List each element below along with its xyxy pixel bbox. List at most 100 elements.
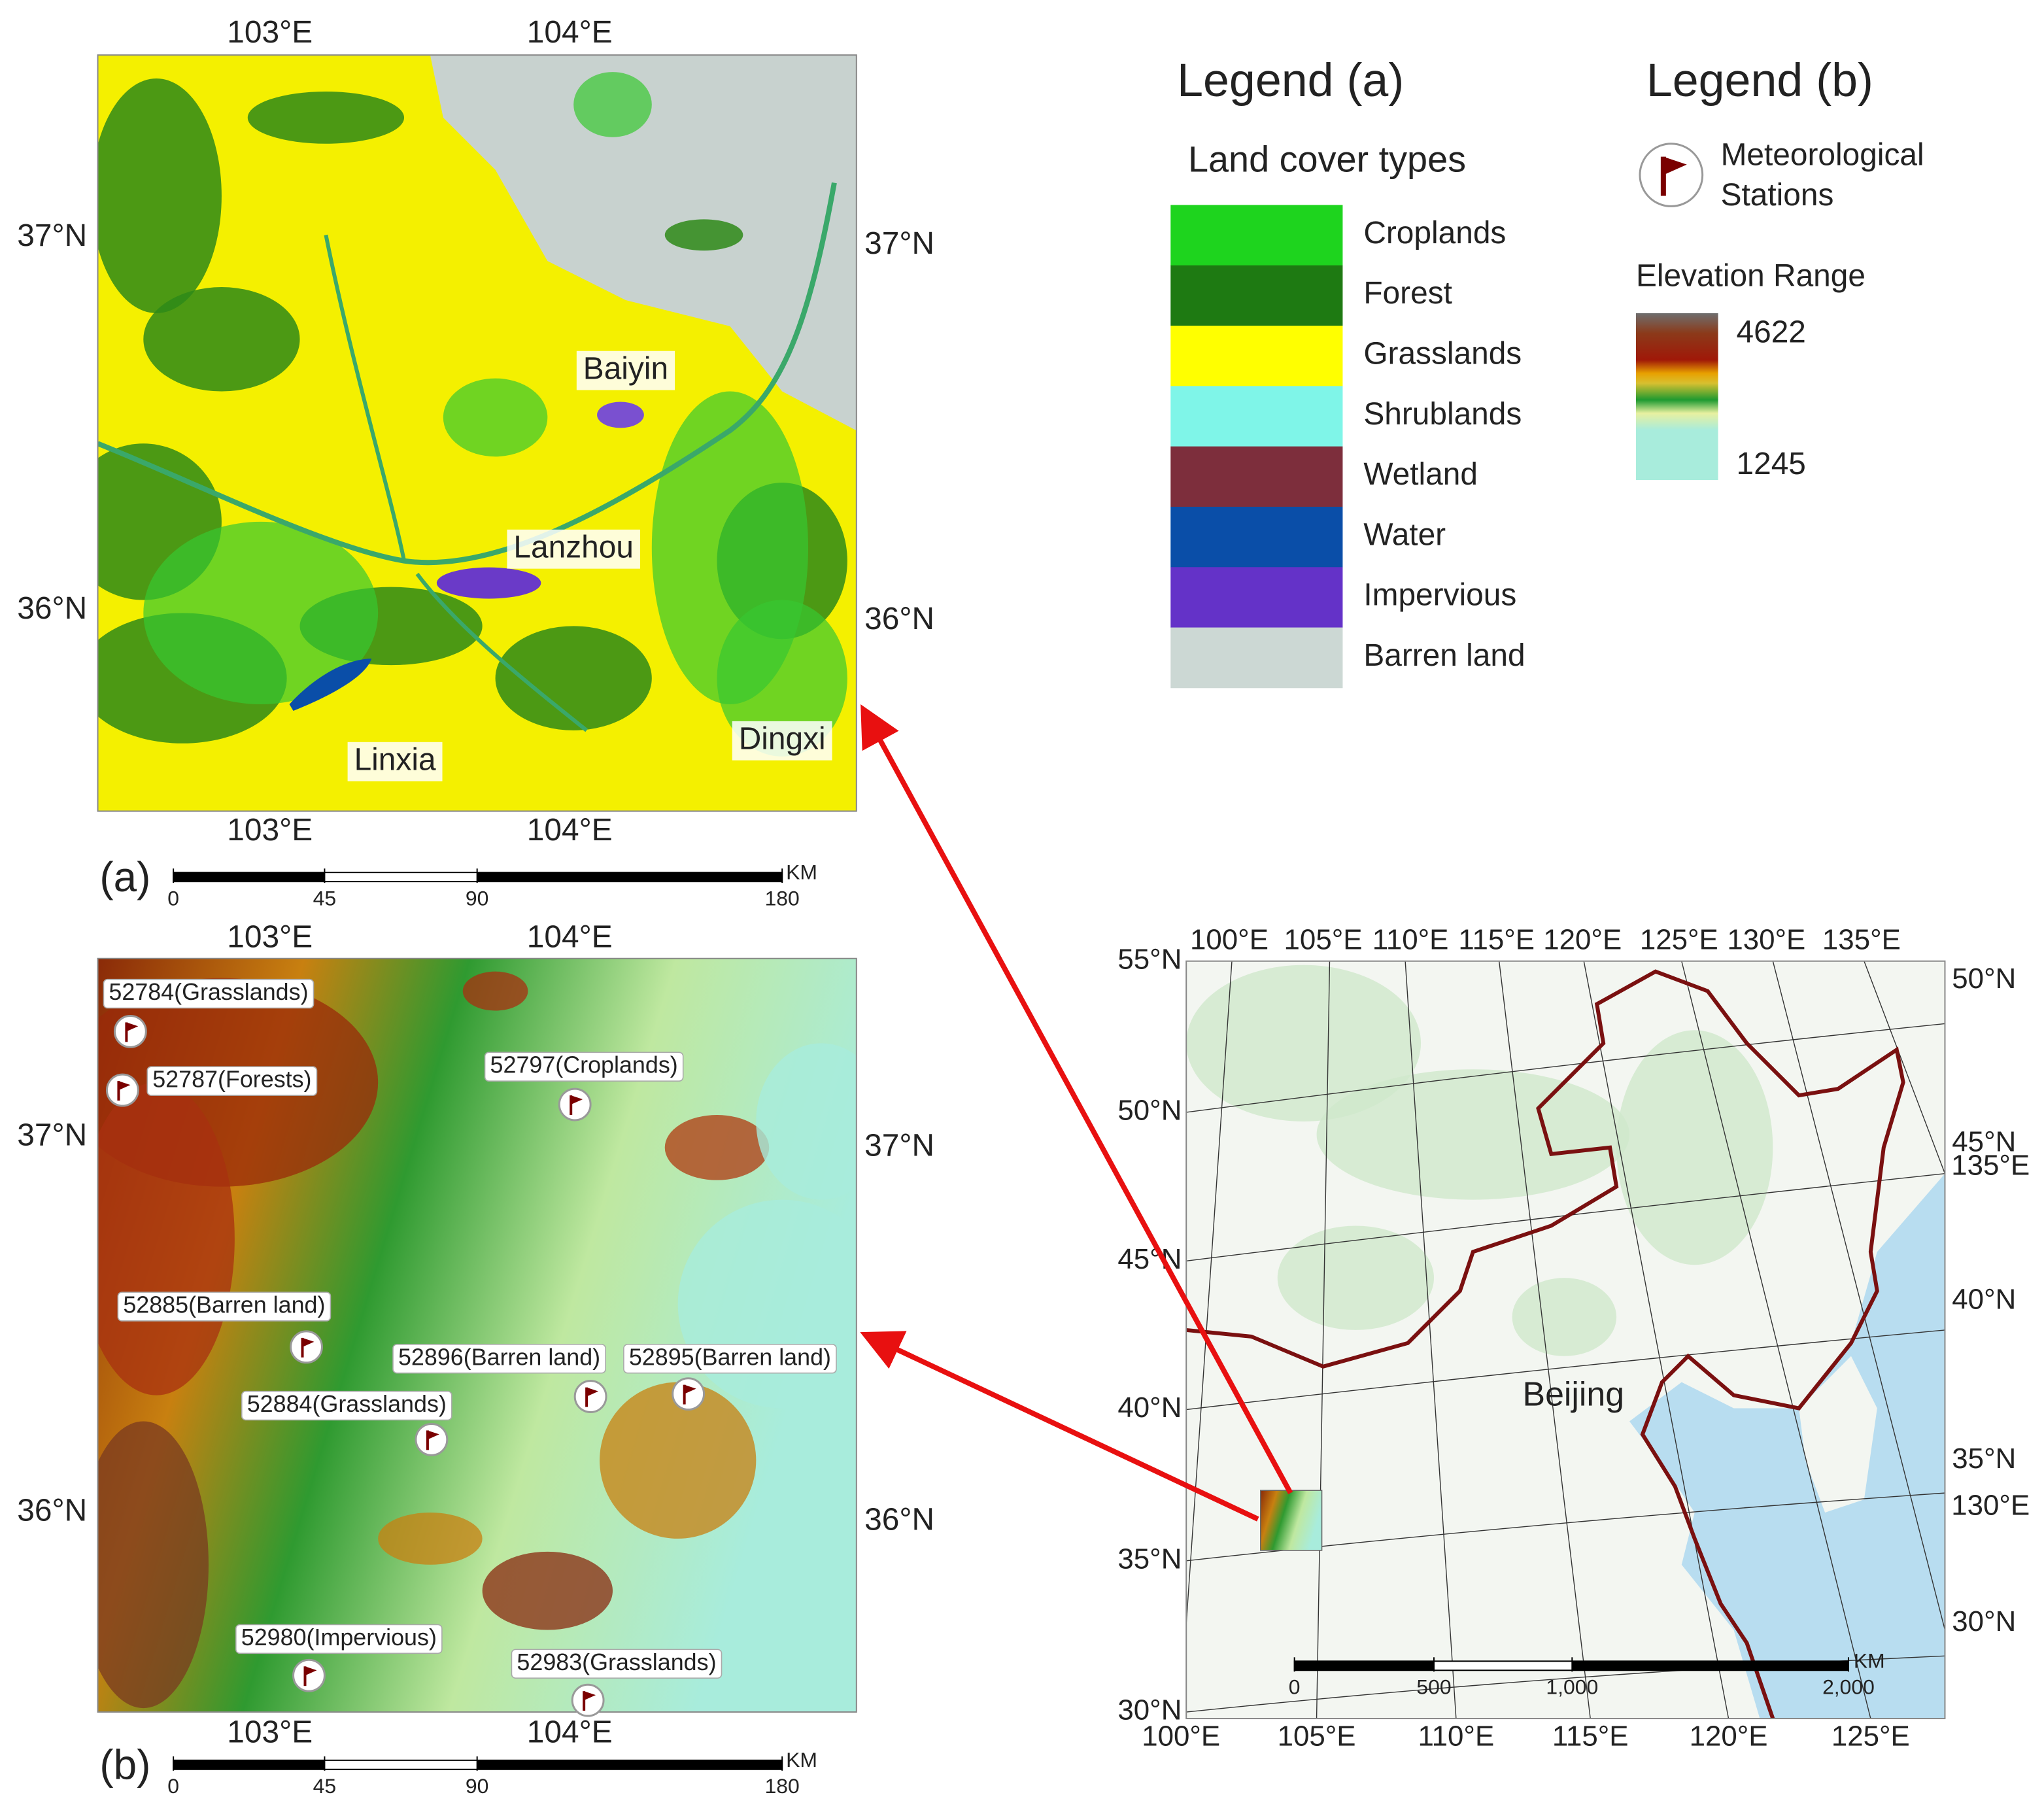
vegetation — [1316, 1069, 1630, 1200]
latitude-label: 36°N — [17, 1494, 87, 1528]
panel-label: (a) — [99, 853, 150, 900]
legend-entry: Croplands — [1363, 216, 1506, 250]
latitude-label: 37°N — [864, 1128, 934, 1163]
place-label: Lanzhou — [513, 530, 634, 564]
graticule — [1186, 1023, 1945, 1113]
latitude-label: 50°N — [1952, 963, 2016, 995]
latitude-label: 45°N — [1117, 1243, 1182, 1275]
graticule — [1772, 961, 1945, 1630]
flag — [302, 1337, 315, 1347]
map-frame — [97, 957, 857, 1713]
legend-swatch — [1170, 627, 1343, 689]
map-frame — [97, 54, 857, 812]
forest-patch — [495, 626, 652, 730]
longitude-label: 110°E — [1372, 923, 1449, 955]
place-label: Baiyin — [583, 351, 668, 386]
flag — [1663, 156, 1687, 175]
longitude-label: 104°E — [527, 919, 613, 954]
latitude-label: 36°N — [17, 591, 87, 626]
river — [324, 234, 588, 732]
latitude-label: 36°N — [864, 1503, 934, 1537]
lowland — [677, 1199, 857, 1409]
latitude-label: 30°N — [1952, 1605, 2016, 1637]
relief — [97, 1421, 209, 1709]
station-label: 52980(Impervious) — [241, 1624, 437, 1651]
longitude-label: 103°E — [227, 15, 313, 50]
longitude-label: 105°E — [1284, 923, 1363, 955]
longitude-label: 100°E — [1190, 923, 1269, 955]
place-label-background — [576, 351, 675, 390]
legend-swatch — [1170, 446, 1343, 507]
map-frame — [1185, 960, 1946, 1720]
latitude-label: 45°N — [1952, 1125, 2016, 1157]
longitude-label: 120°E — [1690, 1720, 1768, 1753]
station-label-background — [484, 1052, 684, 1082]
relief — [378, 1513, 483, 1565]
station-label: 52784(Grasslands) — [109, 979, 308, 1005]
scale-label: 180 — [765, 1774, 800, 1798]
scale-unit: KM — [1854, 1649, 1885, 1673]
cropland-patch — [143, 521, 379, 704]
place-label-background — [347, 742, 443, 781]
legend-entry: Meteorological — [1721, 137, 1924, 172]
graticule — [1498, 961, 1591, 1719]
flag — [684, 1384, 696, 1394]
longitude-label: 104°E — [527, 1715, 613, 1750]
cropland-patch — [443, 378, 548, 457]
cropland-patch — [717, 600, 847, 757]
longitude-label: 135°E — [1951, 1149, 2030, 1181]
scale-bar-segment — [1572, 1661, 1848, 1671]
station-label: 52896(Barren land) — [398, 1344, 600, 1370]
scale-label: 1,000 — [1546, 1675, 1598, 1699]
barren-area — [430, 55, 857, 431]
scale-bar-segment — [477, 1760, 783, 1770]
scale-label: 2,000 — [1822, 1675, 1875, 1699]
flag — [126, 1022, 139, 1032]
flag — [118, 1081, 131, 1091]
relief — [97, 1082, 235, 1395]
longitude-label: 104°E — [527, 15, 613, 50]
pointer-arrow — [860, 704, 1293, 1495]
station-marker — [573, 1380, 607, 1414]
relief — [462, 971, 528, 1011]
flag — [587, 1387, 599, 1397]
latitude-label: 40°N — [1952, 1284, 2016, 1316]
city-label: Beijing — [1523, 1375, 1625, 1412]
latitude-label: 37°N — [864, 226, 934, 261]
station-marker — [105, 1073, 139, 1107]
impervious-area — [597, 402, 644, 428]
graticule — [1316, 961, 1331, 1719]
latitude-label: 30°N — [1117, 1694, 1182, 1726]
latitude-label: 40°N — [1117, 1392, 1182, 1424]
scale-label: 0 — [167, 886, 179, 910]
station-label: 52884(Grasslands) — [247, 1391, 447, 1417]
legend-entry: Shrublands — [1363, 397, 1522, 432]
elevation-ramp — [1635, 313, 1718, 481]
scale-bar-segment — [173, 1760, 325, 1770]
longitude-label: 100°E — [1142, 1720, 1220, 1753]
scale-label: 45 — [313, 1774, 336, 1798]
legend-entry: Water — [1363, 517, 1446, 552]
relief — [664, 1114, 770, 1180]
station-label: 52983(Grasslands) — [517, 1649, 716, 1675]
forest-patch — [664, 219, 743, 251]
station-marker — [415, 1422, 449, 1456]
longitude-label: 104°E — [527, 813, 613, 847]
place-label-background — [732, 721, 832, 761]
forest-patch — [247, 91, 405, 144]
reservoir — [289, 659, 372, 711]
latitude-label: 35°N — [1952, 1443, 2016, 1475]
vegetation — [1277, 1225, 1434, 1330]
station-marker — [558, 1087, 592, 1121]
station-label-background — [241, 1390, 452, 1421]
vegetation — [1186, 965, 1422, 1121]
legend-swatch — [1170, 386, 1343, 447]
station-label-background — [103, 978, 315, 1009]
legend-subtitle: Land cover types — [1188, 138, 1466, 179]
scale-label: 90 — [466, 886, 488, 910]
station-label: 52885(Barren land) — [123, 1292, 325, 1318]
lowland — [756, 1043, 857, 1200]
graticule — [1583, 961, 1729, 1719]
